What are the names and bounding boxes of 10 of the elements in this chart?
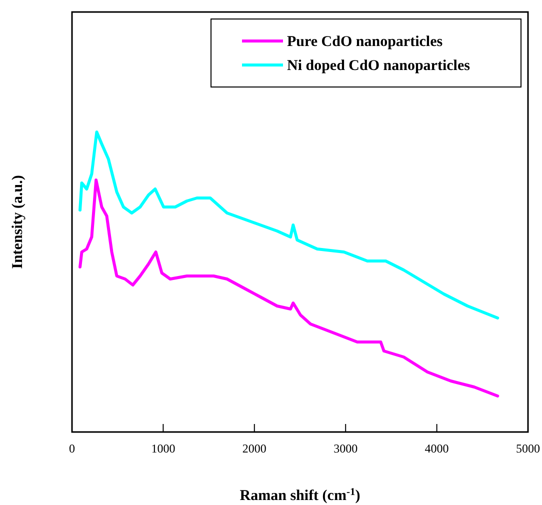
y-axis-title: Intensity (a.u.) [10,175,26,269]
x-tick-label: 1000 [151,442,176,456]
legend-label: Pure CdO nanoparticles [287,34,443,50]
x-tick-label: 3000 [334,442,358,456]
x-tick-label: 4000 [424,442,449,456]
x-tick-label: 5000 [516,442,540,456]
x-tick-label: 0 [69,442,75,456]
x-tick-label: 2000 [242,442,266,456]
x-axis-title: Raman shift (cm$^{-1}$) [240,486,360,504]
legend-label: Ni doped CdO nanoparticles [287,58,470,74]
